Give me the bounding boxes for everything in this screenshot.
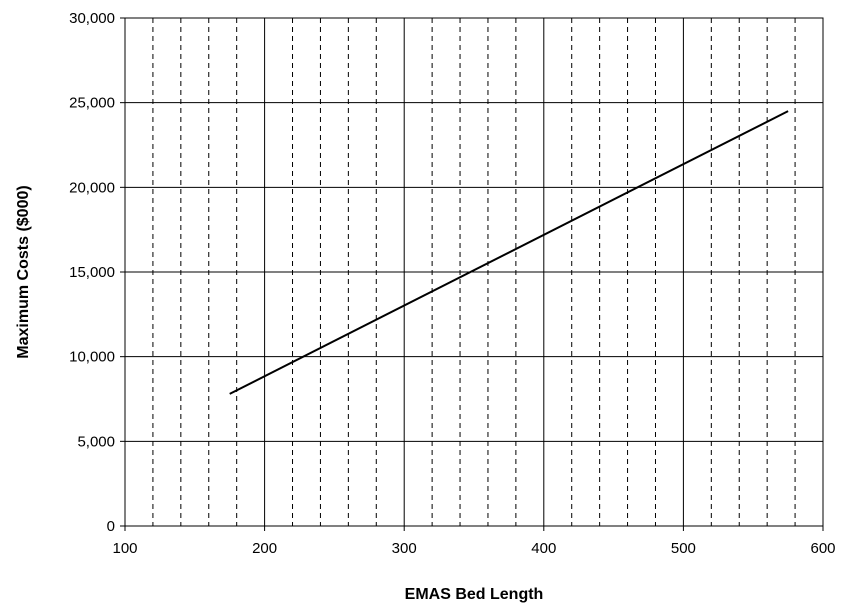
y-tick-label: 10,000: [69, 349, 115, 366]
x-tick-label: 400: [531, 540, 556, 557]
x-tick-label: 100: [112, 540, 137, 557]
y-tick-label: 20,000: [69, 179, 115, 196]
x-tick-label: 300: [392, 540, 417, 557]
y-axis-title: Maximum Costs ($000): [15, 185, 32, 358]
x-tick-label: 200: [252, 540, 277, 557]
x-axis-ticks: 100 200 300 400 500 600: [112, 526, 836, 557]
y-tick-label: 5,000: [77, 433, 115, 450]
y-axis-ticks: 0 5,000 10,000 15,000 20,000 25,000 30,000: [69, 10, 125, 535]
y-tick-label: 0: [107, 518, 115, 535]
x-tick-label: 500: [671, 540, 696, 557]
y-tick-label: 15,000: [69, 264, 115, 281]
series-group: [229, 110, 789, 395]
major-grid: [125, 18, 823, 526]
y-tick-label: 30,000: [69, 10, 115, 27]
x-axis-title: EMAS Bed Length: [405, 586, 544, 603]
x-tick-label: 600: [810, 540, 835, 557]
series-line: [229, 110, 789, 395]
y-tick-label: 25,000: [69, 95, 115, 112]
